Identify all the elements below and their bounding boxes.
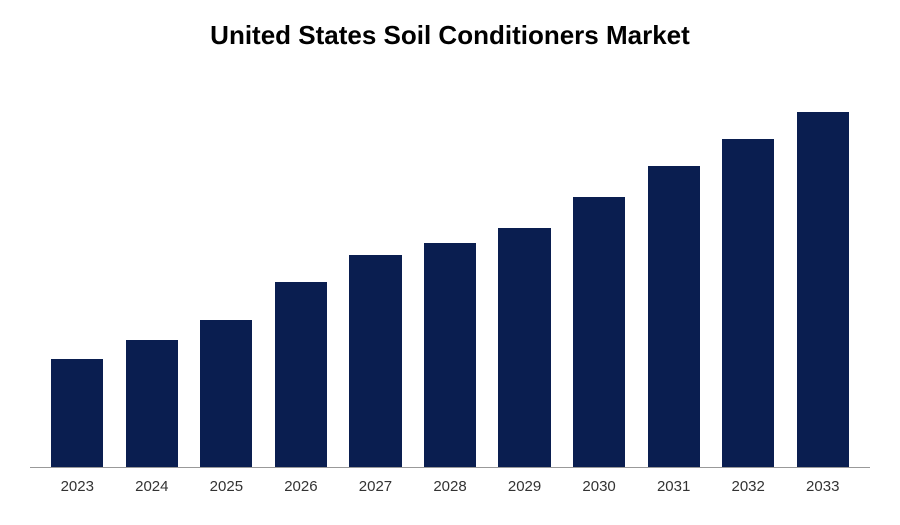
- bar: [573, 197, 625, 467]
- bar-wrapper: [562, 81, 637, 467]
- x-axis-label: 2026: [264, 478, 339, 495]
- bar: [797, 112, 849, 467]
- labels-area: 2023202420252026202720282029203020312032…: [30, 468, 870, 495]
- x-axis-label: 2028: [413, 478, 488, 495]
- x-axis-label: 2031: [636, 478, 711, 495]
- bar: [498, 228, 550, 467]
- bar-wrapper: [413, 81, 488, 467]
- x-axis-label: 2023: [40, 478, 115, 495]
- bar-wrapper: [785, 81, 860, 467]
- bar-wrapper: [115, 81, 190, 467]
- bar: [648, 166, 700, 467]
- chart-title: United States Soil Conditioners Market: [30, 20, 870, 51]
- x-axis-label: 2029: [487, 478, 562, 495]
- bar-wrapper: [189, 81, 264, 467]
- bar-wrapper: [40, 81, 115, 467]
- x-axis-label: 2032: [711, 478, 786, 495]
- bar: [424, 243, 476, 467]
- bar: [722, 139, 774, 467]
- chart-container: 2023202420252026202720282029203020312032…: [30, 81, 870, 495]
- bar: [200, 320, 252, 467]
- bar-wrapper: [636, 81, 711, 467]
- bar-wrapper: [264, 81, 339, 467]
- bar: [126, 340, 178, 467]
- bar: [51, 359, 103, 467]
- bars-area: [30, 81, 870, 468]
- bar-wrapper: [338, 81, 413, 467]
- x-axis-label: 2033: [785, 478, 860, 495]
- x-axis-label: 2027: [338, 478, 413, 495]
- bar: [275, 282, 327, 467]
- bar-wrapper: [487, 81, 562, 467]
- bar-wrapper: [711, 81, 786, 467]
- x-axis-label: 2025: [189, 478, 264, 495]
- x-axis-label: 2030: [562, 478, 637, 495]
- x-axis-label: 2024: [115, 478, 190, 495]
- bar: [349, 255, 401, 467]
